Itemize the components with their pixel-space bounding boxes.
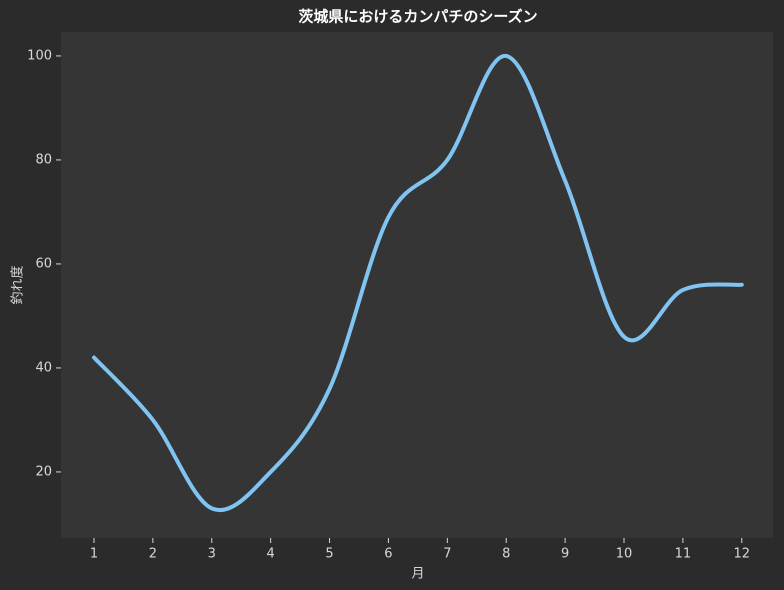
x-tick-label: 9	[561, 547, 569, 562]
x-tick-label: 5	[325, 547, 333, 562]
y-tick-label: 100	[27, 48, 52, 63]
line	[91, 53, 744, 512]
y-tick-label: 60	[35, 256, 52, 271]
chart-title: 茨城県におけるカンパチのシーズン	[298, 8, 537, 26]
y-axis-label: 釣れ度	[10, 265, 26, 304]
y-tick-label: 20	[35, 464, 52, 479]
x-tick-label: 6	[384, 547, 392, 562]
x-tick-label: 3	[208, 547, 216, 562]
x-tick-label: 7	[443, 547, 451, 562]
x-tick-label: 2	[149, 547, 157, 562]
x-tick-label: 4	[267, 547, 275, 562]
x-tick-label: 11	[675, 547, 692, 562]
y-tick-label: 80	[35, 152, 52, 167]
x-tick-label: 1	[90, 547, 98, 562]
x-tick-label: 12	[734, 547, 751, 562]
x-tick-label: 8	[502, 547, 510, 562]
plot-area	[61, 32, 773, 538]
x-axis-label: 月	[411, 567, 424, 582]
y-tick-label: 40	[35, 360, 52, 375]
x-tick-label: 10	[616, 547, 633, 562]
